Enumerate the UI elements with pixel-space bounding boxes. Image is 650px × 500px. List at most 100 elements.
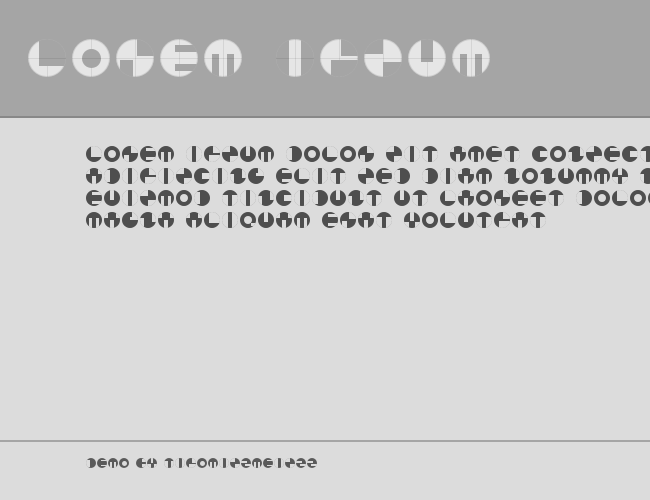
glyph-m (468, 146, 484, 162)
glyph-n (540, 168, 556, 184)
glyph-e (160, 39, 198, 77)
glyph-p (320, 39, 358, 77)
glyph-o (304, 146, 320, 162)
glyph-p (186, 458, 196, 468)
glyph-o (119, 458, 129, 468)
header (0, 0, 650, 118)
glyph-a (186, 212, 202, 228)
glyph-t (164, 458, 174, 468)
glyph-r (358, 146, 374, 162)
glyph-n (258, 190, 274, 206)
glyph-e (263, 458, 273, 468)
glyph-e (512, 190, 528, 206)
page-title (28, 39, 490, 77)
glyph-m (294, 212, 310, 228)
glyph-m (158, 146, 174, 162)
glyph-s (230, 458, 240, 468)
glyph-l (440, 190, 456, 206)
glyph-m (158, 190, 174, 206)
glyph-o (104, 146, 120, 162)
glyph-o (72, 39, 110, 77)
glyph-u (330, 190, 346, 206)
glyph-c (194, 168, 210, 184)
glyph-l (86, 146, 102, 162)
glyph-n (348, 190, 364, 206)
glyph-t (476, 212, 492, 228)
glyph-i (122, 190, 138, 206)
glyph-a (86, 168, 102, 184)
glyph-u (408, 39, 446, 77)
glyph-o (197, 458, 207, 468)
glyph-r (116, 39, 154, 77)
glyph-i (222, 212, 238, 228)
glyph-e (140, 146, 156, 162)
glyph-i (274, 458, 284, 468)
glyph-m (86, 212, 102, 228)
glyph-o (594, 190, 610, 206)
body-line (86, 168, 650, 184)
glyph-d (194, 190, 210, 206)
body-line (86, 146, 650, 162)
glyph-u (104, 190, 120, 206)
glyph-i (240, 190, 256, 206)
glyph-y (147, 458, 157, 468)
glyph-p (140, 168, 156, 184)
glyph-o (630, 190, 646, 206)
glyph-r (122, 146, 138, 162)
glyph-d (86, 458, 96, 468)
glyph-e (86, 190, 102, 206)
glyph-m (452, 39, 490, 77)
glyph-q (240, 212, 256, 228)
glyph-t (530, 212, 546, 228)
glyph-l (612, 190, 628, 206)
glyph-a (458, 168, 474, 184)
glyph-r (340, 212, 356, 228)
glyph-u (240, 146, 256, 162)
glyph-l (440, 212, 456, 228)
glyph-s (222, 146, 238, 162)
glyph-e (276, 168, 292, 184)
footer-credit (86, 458, 317, 468)
glyph-m (252, 458, 262, 468)
glyph-z (307, 458, 317, 468)
glyph-o (340, 146, 356, 162)
glyph-m (476, 168, 492, 184)
glyph-m (204, 39, 242, 77)
glyph-o (550, 146, 566, 162)
glyph-a (276, 212, 292, 228)
glyph-i (276, 39, 314, 77)
glyph-g (122, 212, 138, 228)
glyph-t (640, 146, 650, 162)
glyph-s (586, 146, 602, 162)
glyph-l (294, 168, 310, 184)
glyph-m (108, 458, 118, 468)
glyph-e (530, 190, 546, 206)
glyph-d (576, 190, 592, 206)
glyph-s (285, 458, 295, 468)
body-line (86, 212, 650, 228)
glyph-d (422, 168, 438, 184)
glyph-c (532, 146, 548, 162)
glyph-g (248, 168, 264, 184)
glyph-a (358, 212, 374, 228)
glyph-d (286, 146, 302, 162)
glyph-i (186, 146, 202, 162)
glyph-i (312, 168, 328, 184)
glyph-n (230, 168, 246, 184)
glyph-i (404, 146, 420, 162)
glyph-a (104, 212, 120, 228)
glyph-z (296, 458, 306, 468)
glyph-i (440, 168, 456, 184)
glyph-u (258, 212, 274, 228)
glyph-t (548, 190, 564, 206)
body-line (86, 190, 650, 206)
glyph-u (458, 212, 474, 228)
glyph-p (204, 146, 220, 162)
glyph-o (422, 212, 438, 228)
glyph-i (212, 168, 228, 184)
glyph-m (594, 168, 610, 184)
glyph-o (476, 190, 492, 206)
body-text (0, 118, 650, 438)
glyph-n (568, 146, 584, 162)
glyph-r (494, 190, 510, 206)
